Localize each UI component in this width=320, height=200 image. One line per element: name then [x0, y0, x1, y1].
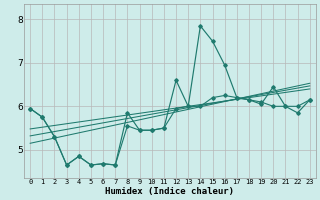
X-axis label: Humidex (Indice chaleur): Humidex (Indice chaleur)	[106, 187, 235, 196]
